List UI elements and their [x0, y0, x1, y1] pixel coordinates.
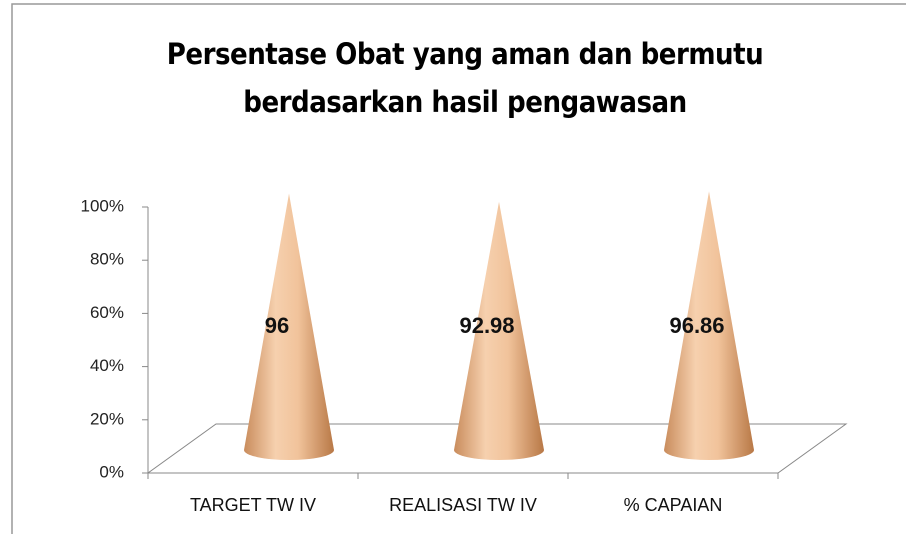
- y-tick-label: 80%: [90, 250, 124, 269]
- y-tick-label: 100%: [81, 196, 124, 215]
- y-tick-label: 60%: [90, 303, 124, 322]
- y-tick-label: 20%: [90, 409, 124, 428]
- chart-title: Persentase Obat yang aman dan bermutu be…: [166, 37, 764, 119]
- x-tick-label: % CAPAIAN: [624, 495, 723, 515]
- x-tick-label: TARGET TW IV: [190, 495, 316, 515]
- y-tick-label: 40%: [90, 356, 124, 375]
- cone: [454, 201, 544, 460]
- y-tick-label: 0%: [99, 462, 124, 481]
- data-label: 96: [265, 313, 289, 338]
- frame: [11, 3, 906, 534]
- cone: [244, 193, 334, 460]
- data-label: 96.86: [669, 313, 724, 338]
- x-tick-label: REALISASI TW IV: [389, 495, 537, 515]
- data-label: 92.98: [459, 313, 514, 338]
- cone: [664, 191, 754, 461]
